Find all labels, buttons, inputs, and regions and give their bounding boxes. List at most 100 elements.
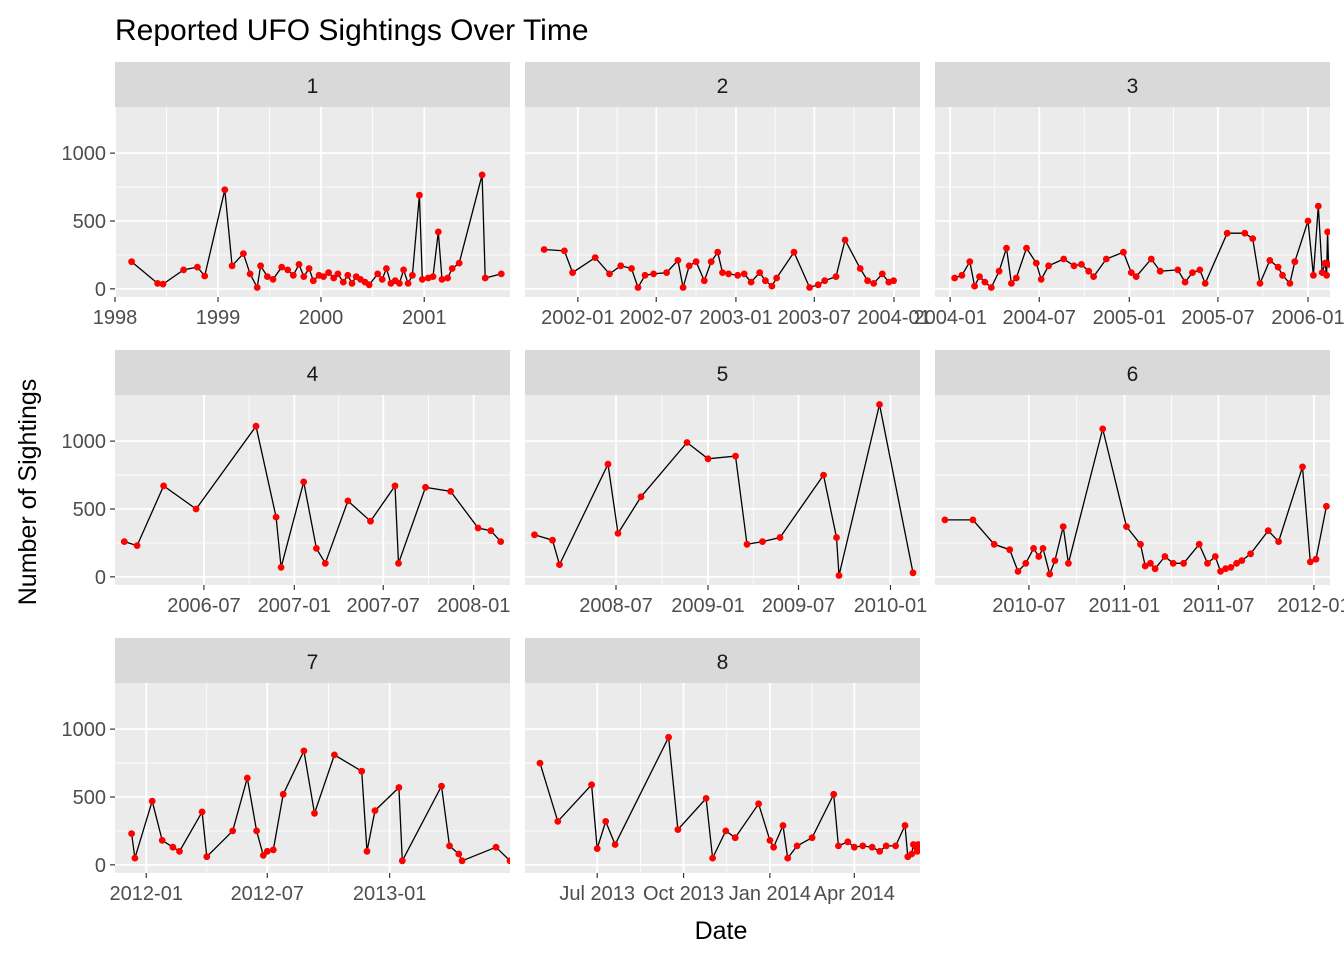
data-point xyxy=(692,258,700,266)
facet-strip-label: 1 xyxy=(307,75,319,98)
data-point xyxy=(833,534,840,541)
data-point xyxy=(995,267,1003,275)
data-point xyxy=(279,790,287,798)
x-tick-label: 2003-07 xyxy=(778,307,851,329)
x-tick-label: 2005-07 xyxy=(1181,307,1254,329)
data-point xyxy=(1279,271,1286,279)
data-point xyxy=(1275,538,1282,545)
data-point xyxy=(1161,553,1169,560)
data-point xyxy=(1078,261,1085,268)
x-tick-label: 2009-01 xyxy=(671,595,744,617)
data-point xyxy=(404,280,412,287)
data-point xyxy=(1065,559,1072,567)
data-point xyxy=(890,277,897,285)
data-point xyxy=(1006,546,1014,554)
data-point xyxy=(481,274,489,282)
panel-background xyxy=(115,683,510,873)
y-tick-label: 1000 xyxy=(62,431,107,453)
facet-strip xyxy=(115,62,510,107)
data-point xyxy=(409,271,416,279)
data-point xyxy=(246,270,254,278)
data-point xyxy=(160,482,168,490)
data-point xyxy=(793,842,801,850)
data-point xyxy=(665,733,672,741)
data-point xyxy=(363,847,371,855)
x-tick-label: 2010-01 xyxy=(854,595,927,617)
data-point xyxy=(1181,278,1189,286)
data-point xyxy=(602,818,610,825)
data-point xyxy=(892,842,899,850)
data-point xyxy=(969,516,977,524)
data-point xyxy=(448,265,456,272)
data-point xyxy=(876,847,884,855)
x-tick-label: 2011-01 xyxy=(1088,595,1160,617)
data-point xyxy=(876,401,883,408)
data-point xyxy=(591,254,599,261)
data-point xyxy=(981,278,989,286)
data-point xyxy=(1323,271,1330,279)
facet-strip xyxy=(115,638,510,683)
data-point xyxy=(779,822,787,829)
data-point xyxy=(1211,553,1219,560)
x-tick-label: 2010-07 xyxy=(992,595,1065,617)
data-point xyxy=(269,846,277,854)
data-point xyxy=(554,818,562,825)
data-point xyxy=(1030,545,1037,552)
data-point xyxy=(766,837,774,844)
x-tick-label: 2006-01 xyxy=(1271,307,1344,329)
facet-strip-label: 8 xyxy=(717,651,729,674)
facet-panel-5: 5 2008-07 2009-01 2009-07 2010-01 xyxy=(525,350,927,617)
data-point xyxy=(429,273,437,280)
y-tick-label: 1000 xyxy=(62,719,107,741)
data-point xyxy=(422,483,429,491)
data-point xyxy=(400,266,407,274)
y-tick-label: 0 xyxy=(95,567,106,589)
data-point xyxy=(128,830,136,837)
data-point xyxy=(374,270,382,278)
data-point xyxy=(650,270,657,278)
data-point xyxy=(159,280,167,288)
data-point xyxy=(841,236,849,244)
data-point xyxy=(808,834,816,842)
data-point xyxy=(396,280,403,287)
series-group xyxy=(951,202,1330,291)
facet-strip xyxy=(935,350,1330,395)
x-tick-label: 1998 xyxy=(93,307,138,329)
data-point xyxy=(1023,244,1030,252)
facet-strip xyxy=(525,350,920,395)
x-tick-label: 2011-07 xyxy=(1182,595,1254,617)
data-point xyxy=(455,259,463,267)
data-point xyxy=(704,455,712,463)
data-point xyxy=(1022,559,1030,567)
data-point xyxy=(1227,564,1235,571)
data-point xyxy=(731,834,739,842)
data-point xyxy=(1264,527,1272,535)
x-tick-label: 2005-01 xyxy=(1093,307,1166,329)
data-point xyxy=(714,248,722,256)
data-point xyxy=(120,538,128,545)
y-tick-label: 500 xyxy=(73,211,106,233)
x-tick-label: Oct 2013 xyxy=(643,883,724,905)
data-point xyxy=(416,191,423,199)
data-point xyxy=(770,843,777,851)
data-point xyxy=(1247,550,1254,558)
x-tick-label: 2012-01 xyxy=(110,883,183,905)
data-point xyxy=(1238,557,1246,564)
data-point xyxy=(458,857,466,865)
data-point xyxy=(228,262,236,270)
facet-strip xyxy=(115,350,510,395)
data-point xyxy=(367,517,374,525)
facet-strip xyxy=(935,62,1330,107)
data-point xyxy=(1156,267,1164,275)
data-point xyxy=(814,281,822,289)
data-point xyxy=(1324,228,1330,236)
x-tick-label: 2013-01 xyxy=(353,883,426,905)
x-tick-label: Jul 2013 xyxy=(559,883,635,905)
data-point xyxy=(269,276,277,283)
y-axis-title: Number of Sightings xyxy=(14,379,42,606)
data-point xyxy=(683,439,691,446)
data-point xyxy=(305,265,313,272)
data-point xyxy=(309,277,317,285)
facet-strip-label: 5 xyxy=(717,363,729,386)
